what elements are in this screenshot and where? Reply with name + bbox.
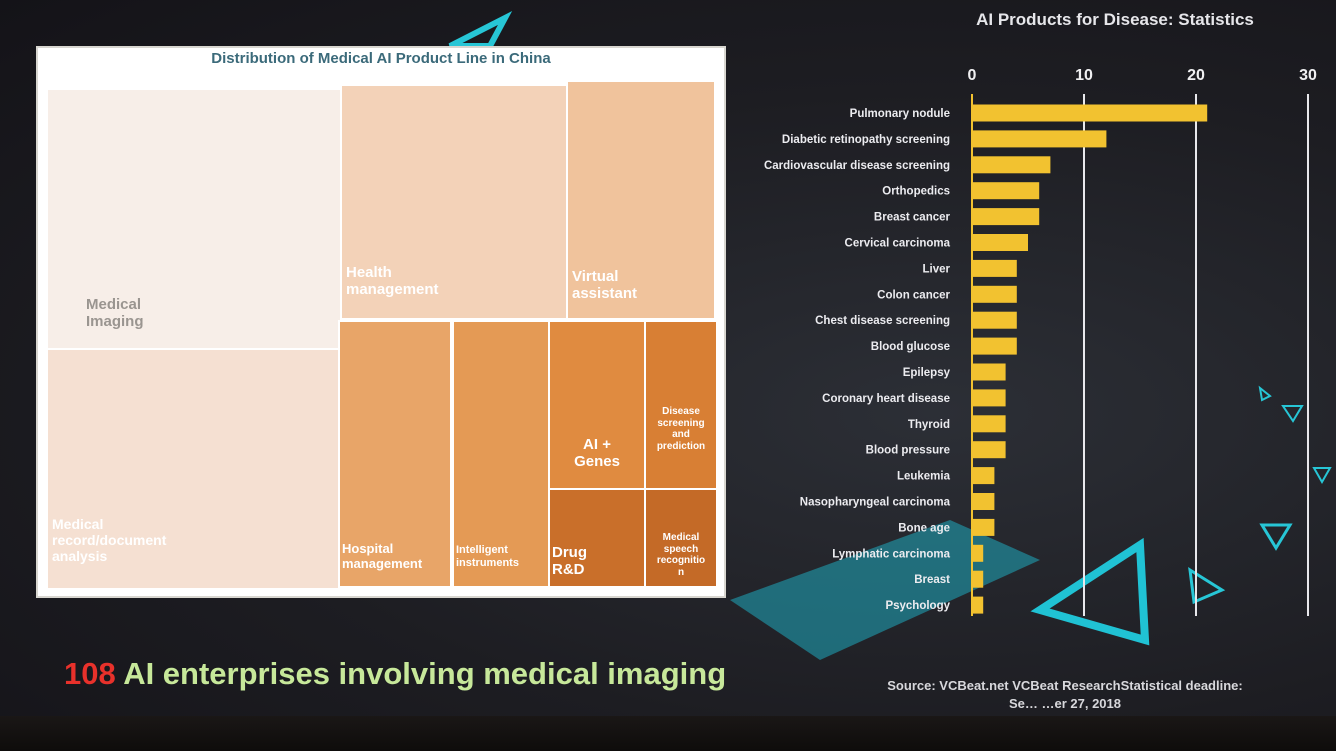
- treemap-panel: Distribution of Medical AI Product Line …: [36, 46, 726, 598]
- bar-chart: 0 10 20 30 Pulmonary nodule Diabetic retinopa…: [764, 67, 1317, 616]
- category-label-bone-age: Bone age: [898, 522, 950, 534]
- tile-label-health-management: Health management: [346, 264, 439, 299]
- tile-medical-imaging: Medical Imaging: [46, 88, 342, 350]
- bar-nasopharyngeal-carcinoma: [972, 493, 995, 510]
- bar-epilepsy: [972, 363, 1006, 381]
- tile-label-ai-genes: AI + Genes: [574, 436, 620, 471]
- cyan-triangle-shard: [730, 520, 1040, 660]
- tick-label-20: 20: [1187, 67, 1205, 84]
- source-line-1: Source: VCBeat.net VCBeat ResearchStatis…: [887, 678, 1243, 693]
- cyan-triangle-small-3: [1281, 405, 1304, 423]
- bar-psychology: [972, 596, 984, 614]
- category-label-pulmonary-nodule: Pulmonary nodule: [850, 108, 950, 120]
- category-label-nasopharyngeal-carcinoma: Nasopharyngeal carcinoma: [800, 497, 951, 509]
- source-line-2: Se… …er 27, 2018: [1008, 695, 1122, 711]
- tile-label-hospital-management: Hospital management: [342, 541, 423, 571]
- bar-chest-disease-screening: [972, 311, 1017, 329]
- bar-chart-title: AI Products for Disease: Statistics: [976, 10, 1254, 29]
- tile-label-disease-screening: Disease screening and prediction: [656, 406, 706, 452]
- bar-lymphatic-carcinoma: [972, 544, 984, 562]
- tile-label-medical-speech: Medical speech recognitio n: [656, 532, 706, 578]
- category-label-breast-cancer: Breast cancer: [874, 212, 951, 224]
- category-label-colon-cancer: Colon cancer: [877, 289, 950, 301]
- bar-breast: [972, 570, 984, 588]
- bar-bone-age: [972, 518, 995, 536]
- category-label-lymphatic-carcinoma: Lymphatic carcinoma: [832, 548, 950, 560]
- tile-ai-genes: AI + Genes: [548, 320, 646, 490]
- category-label-blood-glucose: Blood glucose: [871, 341, 950, 353]
- tile-label-virtual-assistant: Virtual assistant: [572, 268, 638, 303]
- bar-blood-pressure: [972, 441, 1006, 459]
- tile-label-drug-rnd: Drug R&D: [552, 544, 587, 579]
- headline: 108 AI enterprises involving medical ima…: [64, 656, 726, 692]
- bar-pulmonary-nodule: [972, 104, 1208, 122]
- bar-leukemia: [972, 467, 995, 485]
- category-label-cervical-carcinoma: Cervical carcinoma: [845, 238, 951, 250]
- category-label-liver: Liver: [923, 263, 951, 275]
- treemap-title: Distribution of Medical AI Product Line …: [211, 50, 551, 67]
- tile-drug-rnd: Drug R&D: [548, 488, 646, 588]
- bar-blood-glucose: [972, 337, 1017, 355]
- tile-hospital-management: Hospital management: [338, 320, 452, 588]
- category-label-coronary-heart-disease: Coronary heart disease: [822, 393, 950, 405]
- category-label-thyroid: Thyroid: [908, 419, 950, 431]
- cyan-triangle-small-1: [1188, 567, 1226, 605]
- tile-virtual-assistant: Virtual assistant: [566, 80, 716, 320]
- tile-health-management: Health management: [340, 84, 568, 320]
- tile-label-intelligent-instruments: Intelligent instruments: [456, 544, 519, 569]
- category-label-diabetic-retinopathy-screening: Diabetic retinopathy screening: [782, 134, 950, 146]
- bar-thyroid: [972, 415, 1006, 433]
- source-note: Source: VCBeat.net VCBeat ResearchStatis…: [830, 677, 1300, 712]
- cyan-triangle-small-4: [1258, 385, 1272, 402]
- headline-text: AI enterprises involving medical imaging: [115, 656, 727, 691]
- category-label-cardiovascular-disease-screening: Cardiovascular disease screening: [764, 160, 950, 172]
- tile-label-medical-imaging: Medical Imaging: [86, 296, 144, 331]
- cyan-triangle-large: [1030, 537, 1150, 646]
- tile-intelligent-instruments: Intelligent instruments: [452, 320, 550, 588]
- category-label-orthopedics: Orthopedics: [882, 186, 950, 198]
- tile-medical-record: Medical record/document analysis: [46, 348, 342, 590]
- bar-colon-cancer: [972, 285, 1017, 303]
- bar-coronary-heart-disease: [972, 389, 1006, 407]
- bar-breast-cancer: [972, 208, 1040, 226]
- tile-disease-screening: Disease screening and prediction: [644, 320, 718, 490]
- headline-number: 108: [64, 656, 116, 691]
- tick-label-0: 0: [968, 67, 977, 84]
- bar-liver: [972, 259, 1017, 277]
- tick-label-30: 30: [1299, 67, 1317, 84]
- tick-label-10: 10: [1075, 67, 1093, 84]
- category-label-psychology: Psychology: [885, 600, 950, 612]
- category-label-epilepsy: Epilepsy: [903, 367, 951, 379]
- bar-cervical-carcinoma: [972, 234, 1028, 251]
- bar-diabetic-retinopathy-screening: [972, 130, 1107, 148]
- cyan-triangle-small-5: [1312, 467, 1332, 485]
- tile-label-medical-record: Medical record/document analysis: [52, 516, 167, 565]
- category-label-chest-disease-screening: Chest disease screening: [815, 315, 950, 327]
- category-label-blood-pressure: Blood pressure: [866, 445, 950, 457]
- audience-silhouettes: [0, 716, 1336, 751]
- tile-medical-speech: Medical speech recognitio n: [644, 488, 718, 588]
- cyan-triangle-small-2: [1259, 523, 1293, 551]
- bar-cardiovascular-disease-screening: [972, 156, 1051, 174]
- cyan-triangle-top: [448, 10, 513, 49]
- bar-orthopedics: [972, 182, 1040, 200]
- category-label-leukemia: Leukemia: [897, 471, 951, 483]
- category-label-breast: Breast: [914, 574, 950, 586]
